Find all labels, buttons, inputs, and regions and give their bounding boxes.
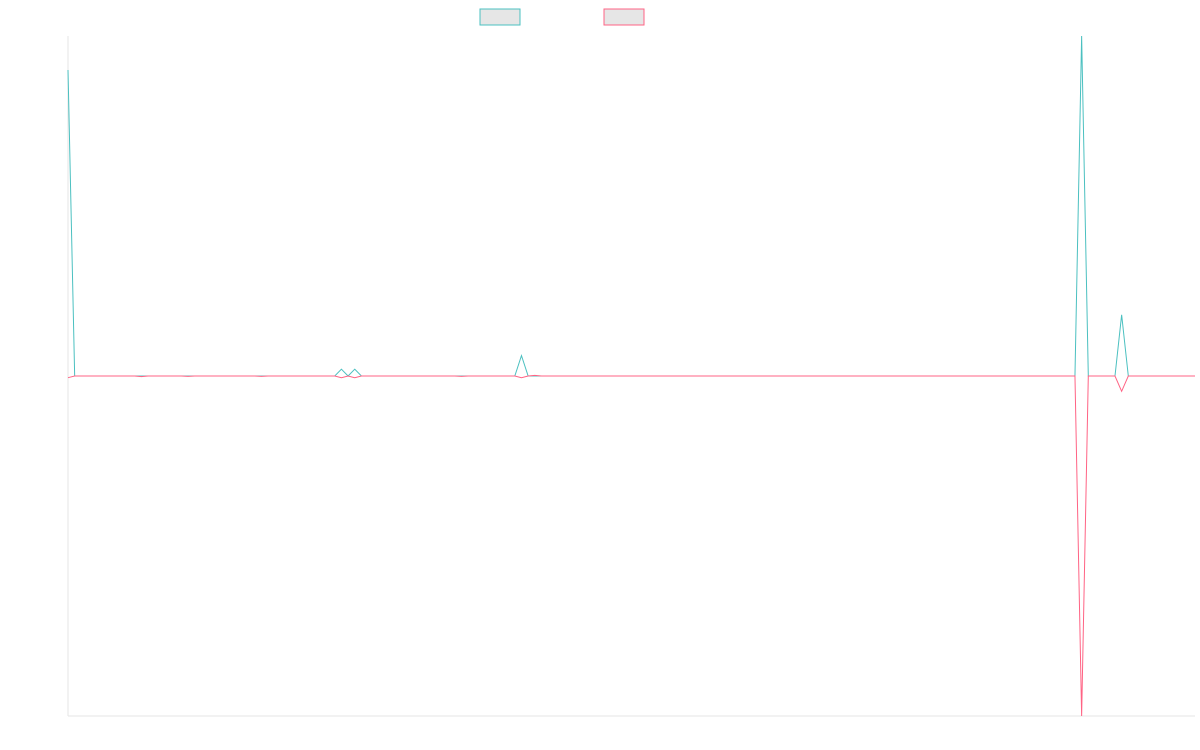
series-line-2 [67, 374, 1195, 717]
series-line-1 [67, 35, 1195, 377]
legend-item-2[interactable] [603, 8, 645, 26]
legend-item-1[interactable] [479, 8, 521, 26]
series-layer [67, 35, 1195, 717]
axes [67, 36, 1195, 717]
legend [479, 8, 645, 26]
legend-swatch [603, 8, 645, 26]
legend-swatch [479, 8, 521, 26]
